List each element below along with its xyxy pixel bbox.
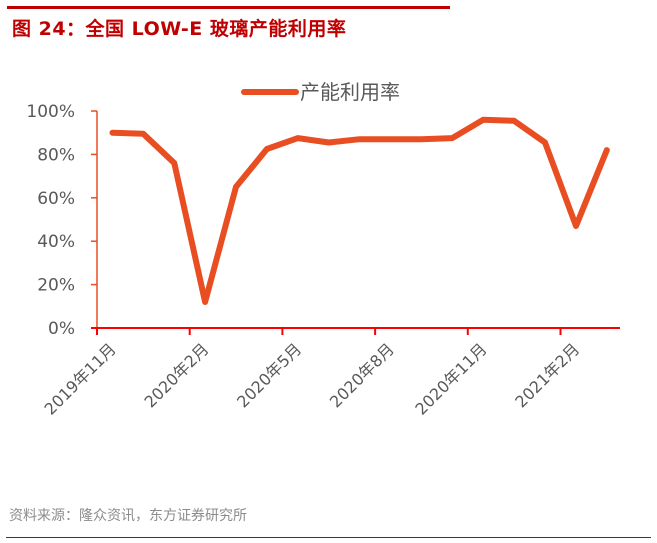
y-tick-label: 100% xyxy=(26,102,75,122)
figure-title: 图 24：全国 LOW-E 玻璃产能利用率 xyxy=(12,18,347,40)
y-axis: 0% 20% 40% 60% 80% 100% xyxy=(26,102,98,339)
legend-label: 产能利用率 xyxy=(300,80,400,104)
title-top-rule xyxy=(7,6,450,9)
chart-legend: 产能利用率 xyxy=(241,80,400,104)
series-line-capacity-utilization xyxy=(109,116,610,305)
source-note: 资料来源：隆众资讯，东方证券研究所 xyxy=(9,508,247,524)
x-axis: 2019年11月 2020年2月 2020年5月 2020年8月 2020年11月 202… xyxy=(41,327,620,419)
x-tick-label: 2020年5月 xyxy=(233,339,305,411)
x-tick-label: 2020年2月 xyxy=(140,339,212,411)
x-tick-label: 2021年2月 xyxy=(511,339,583,411)
bottom-rule xyxy=(6,537,651,538)
y-tick-label: 0% xyxy=(48,319,75,339)
y-tick-label: 60% xyxy=(37,189,75,209)
x-tick-label: 2020年11月 xyxy=(411,339,490,418)
y-tick-label: 40% xyxy=(37,232,75,252)
y-tick-label: 20% xyxy=(37,276,75,296)
y-tick-label: 80% xyxy=(37,145,75,165)
x-tick-label: 2020年8月 xyxy=(326,339,398,411)
line-chart: 产能利用率 0% 20% 40% 60% 80% 100% 2019年11月 2020年2月… xyxy=(26,80,620,419)
x-tick-label: 2019年11月 xyxy=(41,339,120,418)
